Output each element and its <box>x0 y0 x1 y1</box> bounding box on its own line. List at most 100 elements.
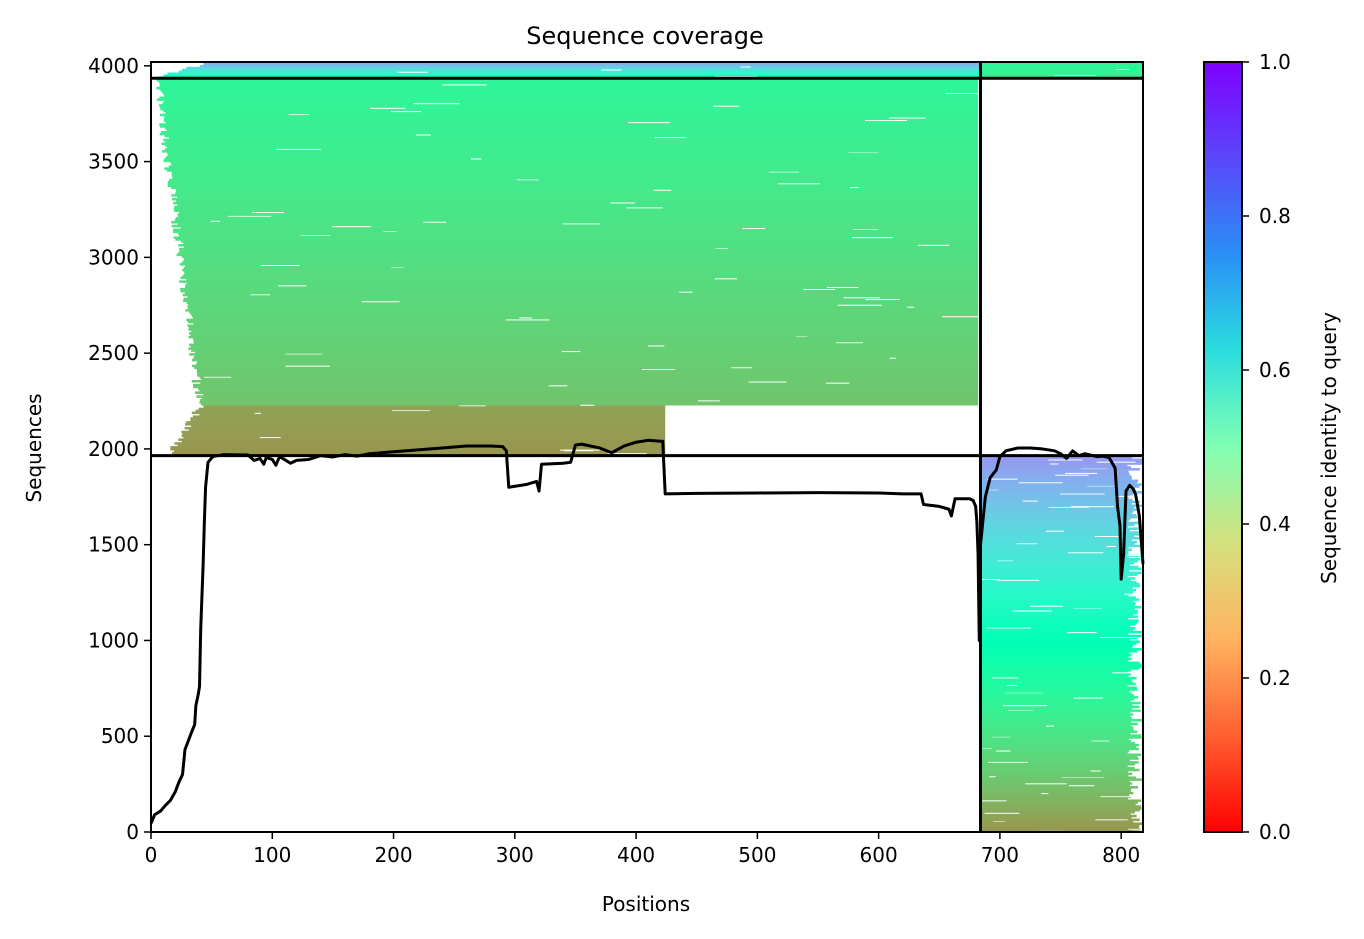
coverage-band <box>166 129 979 132</box>
coverage-gap <box>563 450 594 452</box>
coverage-gap <box>1060 493 1105 495</box>
coverage-band <box>187 320 979 324</box>
colorbar <box>1203 61 1243 833</box>
coverage-band <box>980 703 1133 707</box>
coverage-band <box>162 102 979 105</box>
coverage-gap <box>996 579 1040 581</box>
coverage-band <box>980 556 1141 559</box>
coverage-band <box>980 462 1143 465</box>
coverage-band <box>175 238 979 241</box>
chart-title: Sequence coverage <box>526 22 763 50</box>
coverage-band <box>980 795 1131 799</box>
coverage-band <box>980 471 1129 475</box>
coverage-band <box>980 644 1134 647</box>
x-tick-label: 400 <box>617 843 655 867</box>
coverage-band <box>980 552 1129 555</box>
coverage-gap <box>1100 796 1141 798</box>
coverage-band <box>196 370 979 373</box>
coverage-band <box>980 648 1143 651</box>
coverage-band <box>980 575 1128 578</box>
coverage-gap <box>996 750 1011 752</box>
coverage-band <box>163 109 979 113</box>
coverage-band <box>171 220 979 224</box>
coverage-gap <box>203 376 232 378</box>
coverage-band <box>171 163 979 167</box>
coverage-band <box>980 548 1132 552</box>
coverage-gap <box>988 761 1028 763</box>
coverage-band <box>980 630 1143 634</box>
coverage-band <box>186 301 979 304</box>
coverage-band <box>980 686 1137 689</box>
coverage-heatmap <box>156 62 1170 833</box>
coverage-band <box>183 245 979 249</box>
coverage-band <box>160 107 979 111</box>
coverage-band <box>187 324 979 327</box>
coverage-band <box>193 356 979 360</box>
coverage-band <box>188 332 979 335</box>
plot-frame <box>150 61 1144 833</box>
coverage-band <box>980 655 1129 659</box>
coverage-gap <box>1115 69 1130 71</box>
coverage-band <box>186 318 979 322</box>
coverage-band <box>980 525 1129 529</box>
coverage-band <box>980 588 1136 592</box>
coverage-band <box>166 155 979 159</box>
coverage-band <box>980 820 1134 824</box>
coverage-band <box>176 188 979 191</box>
coverage-band <box>199 64 981 68</box>
coverage-band <box>980 671 1128 674</box>
coverage-gap <box>982 747 992 749</box>
coverage-gap <box>470 158 482 160</box>
coverage-band <box>980 565 1139 569</box>
coverage-band <box>980 602 1136 605</box>
coverage-band <box>980 709 1141 712</box>
coverage-band <box>164 117 979 121</box>
coverage-band <box>980 676 1137 680</box>
coverage-gap <box>607 453 647 455</box>
colorbar-tick-label: 1.0 <box>1259 50 1291 74</box>
coverage-band <box>177 196 979 199</box>
coverage-band <box>980 540 1137 544</box>
coverage-band <box>164 94 979 98</box>
coverage-band <box>188 303 979 306</box>
coverage-band <box>980 665 1143 668</box>
coverage-band <box>175 190 979 193</box>
coverage-band <box>980 690 1130 693</box>
x-tick-label: 500 <box>738 843 776 867</box>
coverage-band <box>980 521 1141 525</box>
coverage-band <box>193 385 979 389</box>
coverage-band <box>170 161 979 165</box>
coverage-band <box>167 180 979 184</box>
coverage-band <box>980 770 1129 774</box>
coverage-band <box>980 776 1137 779</box>
coverage-band <box>980 514 1137 517</box>
coverage-gap <box>980 800 1007 802</box>
coverage-band <box>980 805 1142 808</box>
coverage-band <box>980 814 1137 818</box>
coverage-band <box>181 430 666 434</box>
coverage-gap <box>610 202 636 204</box>
coverage-band <box>189 353 979 356</box>
coverage-band <box>179 280 979 283</box>
coverage-band <box>980 584 1141 588</box>
coverage-band <box>980 684 1128 688</box>
coverage-band <box>192 316 979 320</box>
coverage-band <box>980 621 1138 624</box>
coverage-band <box>980 696 1139 699</box>
coverage-band <box>164 148 979 151</box>
coverage-band <box>980 485 1140 488</box>
coverage-band <box>980 586 1133 590</box>
coverage-band <box>178 232 979 235</box>
coverage-band <box>181 261 979 264</box>
coverage-band <box>980 573 1138 576</box>
coverage-band <box>161 142 979 145</box>
coverage-band <box>980 542 1135 546</box>
coverage-band <box>188 307 979 310</box>
coverage-gap <box>986 627 1031 629</box>
coverage-band <box>159 96 979 99</box>
coverage-band <box>980 537 1143 540</box>
y-tick-label: 500 <box>101 724 139 748</box>
coverage-band <box>184 426 666 430</box>
coverage-band <box>196 368 979 371</box>
